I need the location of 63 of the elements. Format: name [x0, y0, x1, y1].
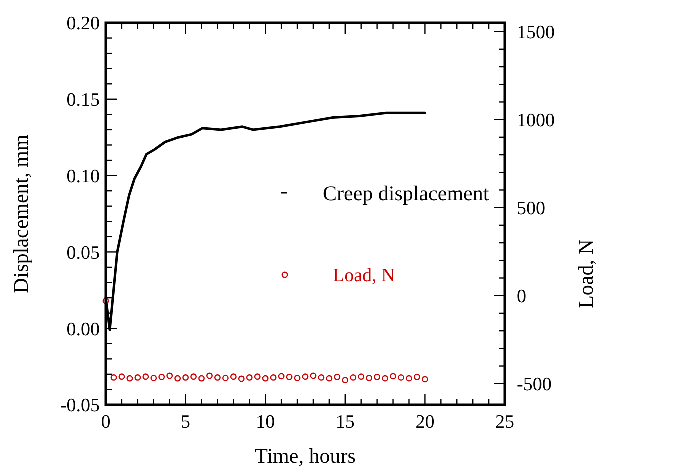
point [150, 375, 158, 382]
point [118, 374, 126, 380]
x-tick-label: 5 [181, 412, 191, 433]
x-tick-label: 15 [336, 412, 355, 433]
y2-tick-label: 500 [517, 198, 546, 220]
y-tick-label: 0.05 [66, 242, 100, 264]
point [398, 374, 404, 381]
point [374, 374, 381, 380]
y-axis-title: Displacement, mm [9, 134, 33, 294]
x-axis-title: Time, hours [255, 444, 356, 468]
point [126, 375, 134, 382]
x-tick-label: 10 [256, 412, 276, 433]
y-tick-label: 0.20 [66, 14, 100, 35]
point [302, 374, 309, 380]
y2-tick-label: 0 [517, 286, 526, 308]
x-tick-label: 20 [416, 412, 435, 433]
point [142, 374, 150, 380]
y-tick-label: -0.05 [60, 396, 100, 417]
y-tick-label: 0.10 [66, 166, 100, 188]
y2-tick-label: -500 [517, 374, 552, 396]
y-tick-label: 0.15 [66, 90, 100, 112]
point [190, 374, 197, 380]
point [134, 374, 142, 381]
point [246, 374, 253, 381]
point [326, 375, 333, 382]
point [174, 375, 182, 382]
y-tick-label: 0.00 [66, 319, 100, 340]
point [350, 374, 357, 381]
point [110, 374, 118, 381]
point [406, 375, 412, 382]
point [222, 375, 229, 382]
x-tick-label: 25 [496, 412, 514, 433]
point [310, 372, 317, 380]
point [254, 374, 261, 380]
point [278, 373, 285, 380]
point [166, 372, 174, 380]
point [102, 298, 110, 304]
point [286, 374, 293, 380]
legend-label: Creep displacement [323, 181, 490, 206]
point [342, 377, 349, 384]
x-tick-label: 0 [101, 412, 111, 433]
point [262, 375, 269, 382]
point [230, 374, 237, 380]
y2-tick-label: 1500 [517, 22, 555, 44]
y2-tick-label: 1000 [517, 110, 555, 132]
point [182, 374, 189, 381]
legend-label: Load, N [333, 266, 396, 287]
point [206, 372, 213, 380]
point [334, 374, 341, 380]
point [414, 374, 420, 380]
point [422, 376, 428, 383]
point [382, 375, 388, 382]
point [158, 374, 166, 380]
y2-axis-title: Load, N [574, 240, 598, 308]
point [198, 375, 205, 382]
point [366, 375, 373, 382]
point [214, 374, 221, 381]
point [358, 374, 365, 380]
point [318, 374, 325, 381]
point [294, 375, 301, 382]
point [390, 373, 396, 380]
point [270, 374, 277, 381]
point [238, 376, 245, 382]
